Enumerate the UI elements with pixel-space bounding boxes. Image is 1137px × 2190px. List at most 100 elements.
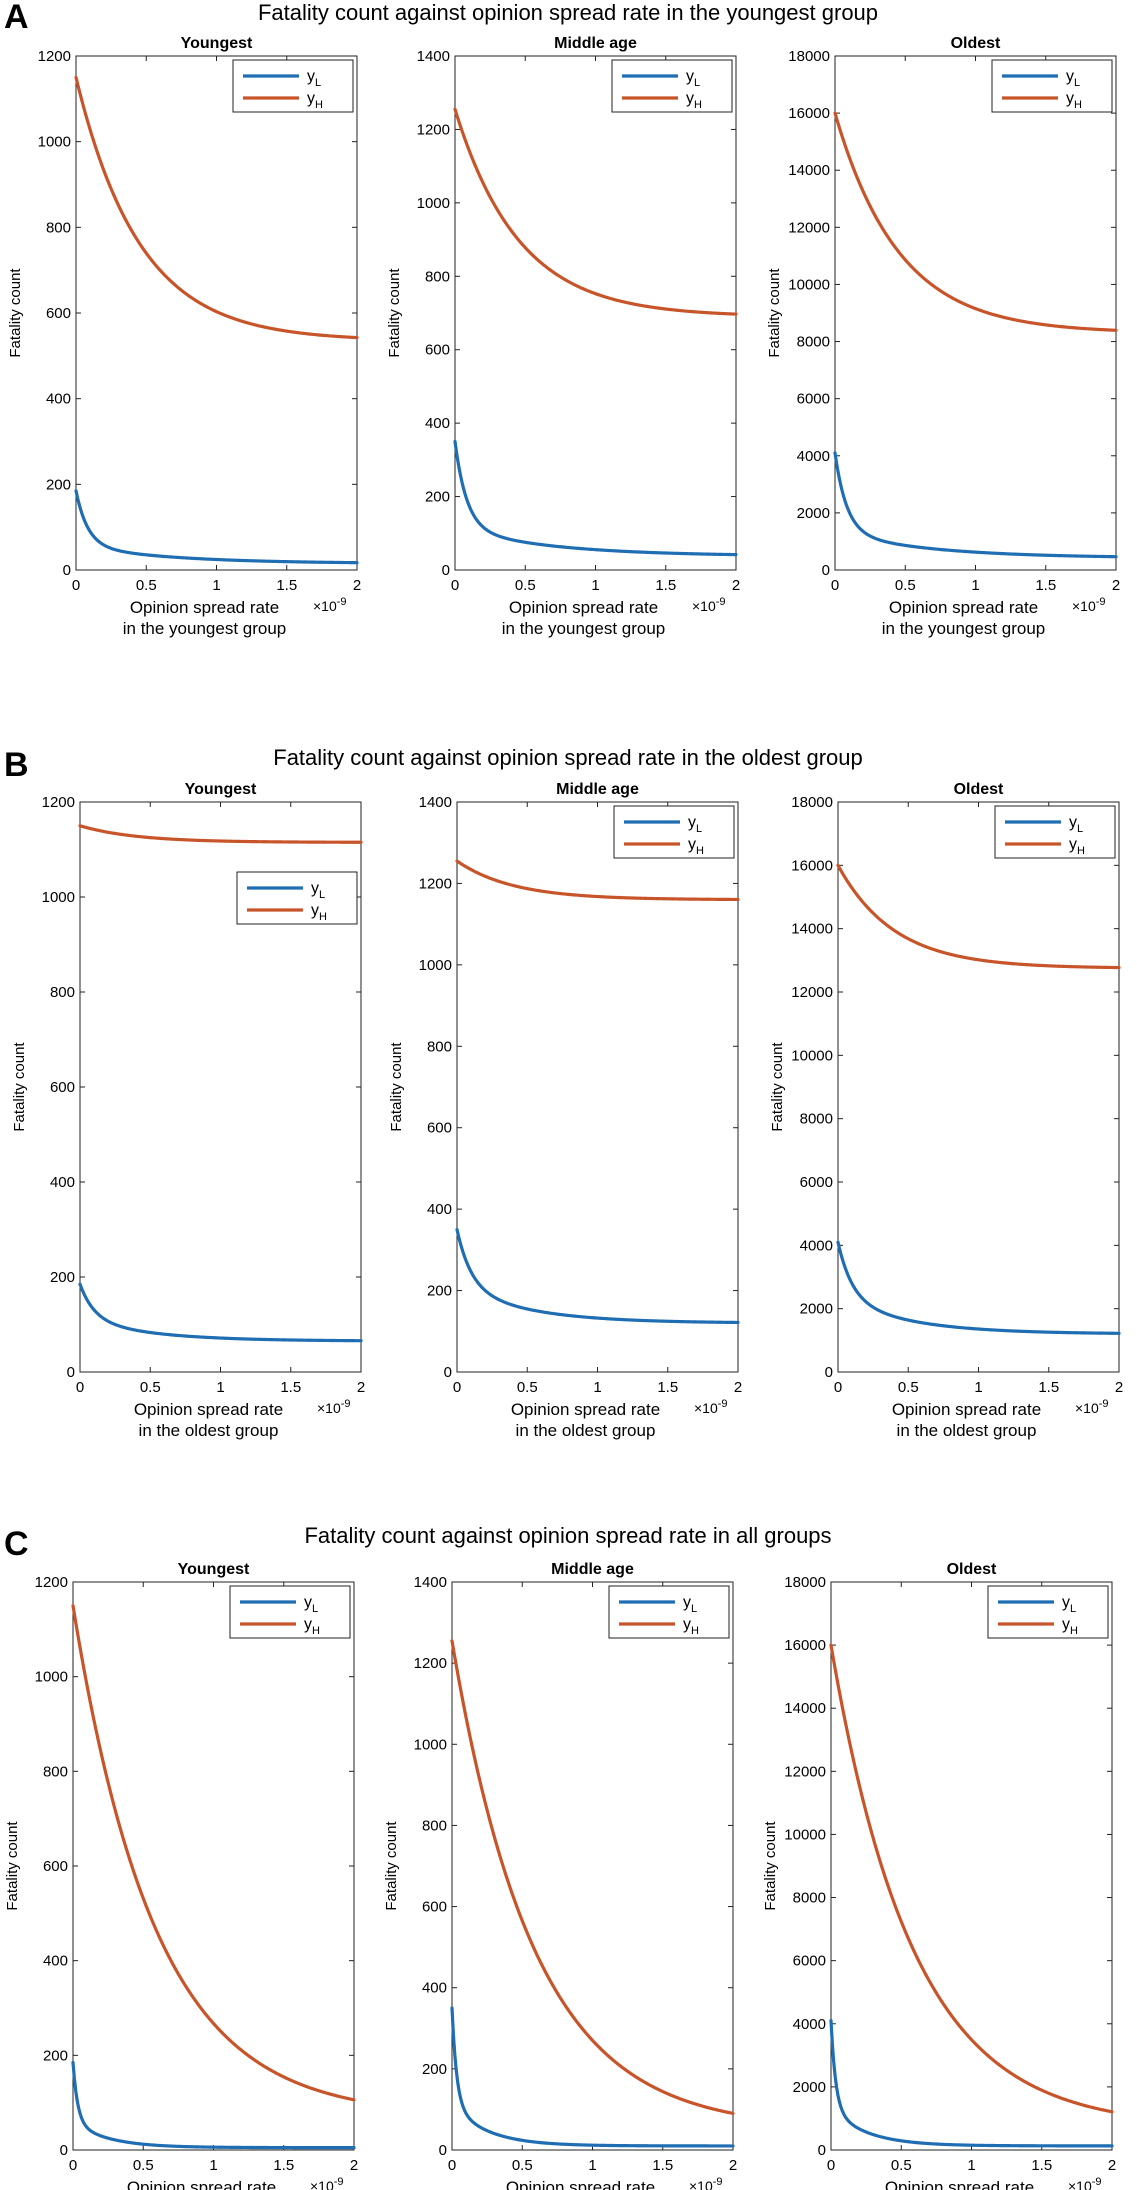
- x-tick-label: 0.5: [512, 2157, 533, 2174]
- plot-frame: [830, 1581, 1113, 2151]
- legend-label-main: y: [307, 68, 315, 85]
- legend-label-main: y: [304, 1594, 312, 1611]
- legend-label-main: y: [1069, 814, 1077, 831]
- chart-b-1: Youngest 0 200 400 600 800 1000 1200 0 0.5 1 1.5 2 ×1…: [11, 781, 365, 1440]
- x-tick-label: 1.5: [657, 1379, 678, 1396]
- series-line-yL: [453, 439, 738, 557]
- x-tick-label: 2: [353, 577, 361, 594]
- y-tick-label: 600: [425, 342, 450, 359]
- x-exponent-base: ×10: [1075, 1400, 1099, 1416]
- x-tick-label: 0.5: [895, 577, 916, 594]
- legend-label-subscript: L: [312, 1603, 318, 1615]
- chart-title: Middle age: [551, 1561, 634, 1578]
- legend-label-yL: yL: [683, 1594, 697, 1615]
- y-axis-label: Fatality count: [386, 268, 403, 358]
- x-exponent-power: -9: [337, 596, 347, 608]
- y-axis-label: Fatality count: [4, 1821, 21, 1911]
- x-exponent-base: ×10: [1068, 2178, 1092, 2190]
- series-line-yH: [78, 824, 363, 844]
- x-axis-label-line1: Opinion spread rate: [511, 1400, 660, 1419]
- legend-box: [236, 871, 358, 925]
- y-tick-label: 0: [818, 2142, 826, 2159]
- x-axis-label-line1: Opinion spread rate: [134, 1400, 283, 1419]
- legend-label-subscript: H: [1077, 845, 1085, 857]
- y-tick-label: 8000: [800, 1111, 833, 1128]
- x-exponent-power: -9: [1092, 2176, 1102, 2188]
- legend-label-yH: yH: [683, 1616, 699, 1637]
- y-tick-label: 10000: [791, 1047, 833, 1064]
- x-tick-label: 1.5: [280, 1379, 301, 1396]
- legend-label-yH: yH: [1066, 90, 1082, 111]
- x-exponent: ×10-9: [689, 2176, 723, 2190]
- legend-label-main: y: [1062, 1594, 1070, 1611]
- y-tick-label: 600: [422, 1899, 447, 1916]
- legend-label-subscript: L: [696, 823, 702, 835]
- series-line-yL: [450, 2006, 735, 2148]
- legend-label-subscript: L: [691, 1603, 697, 1615]
- x-tick-label: 2: [732, 577, 740, 594]
- series-line-yH: [74, 75, 359, 340]
- x-tick-label: 0.5: [517, 1379, 538, 1396]
- y-tick-label: 1400: [417, 48, 450, 65]
- y-tick-label: 0: [825, 1364, 833, 1381]
- legend-label-yH: yH: [1062, 1616, 1078, 1637]
- legend-box: [991, 59, 1113, 113]
- y-tick-label: 1000: [417, 195, 450, 212]
- y-tick-label: 200: [46, 476, 71, 493]
- chart-title: Middle age: [556, 781, 639, 798]
- x-tick-label: 0.5: [136, 577, 157, 594]
- y-tick-label: 0: [60, 2142, 68, 2159]
- y-tick-label: 400: [422, 1980, 447, 1997]
- y-axis-label: Fatality count: [383, 1821, 400, 1911]
- y-tick-label: 800: [43, 1763, 68, 1780]
- x-exponent-base: ×10: [694, 1400, 718, 1416]
- legend-label-yL: yL: [311, 880, 325, 901]
- legend-label-subscript: H: [315, 99, 323, 111]
- chart-title: Middle age: [554, 35, 637, 52]
- chart-a-3: Oldest 0 2000 4000 6000 8000 10000 12000 14000 16…: [766, 35, 1120, 638]
- series-line-yH: [455, 859, 740, 902]
- x-tick-label: 2: [357, 1379, 365, 1396]
- legend-label-yL: yL: [688, 814, 702, 835]
- y-tick-label: 400: [46, 391, 71, 408]
- x-tick-label: 1.5: [1035, 577, 1056, 594]
- x-exponent-power: -9: [1099, 1398, 1109, 1410]
- y-tick-label: 600: [43, 1858, 68, 1875]
- y-tick-label: 800: [425, 268, 450, 285]
- panel-b-letter: B: [4, 746, 29, 784]
- y-tick-label: 1200: [42, 794, 75, 811]
- y-tick-label: 1200: [417, 121, 450, 138]
- x-axis-label-line2: in the youngest group: [882, 619, 1046, 638]
- y-axis-label: Fatality count: [766, 268, 783, 358]
- legend-label-main: y: [683, 1616, 691, 1633]
- y-tick-label: 800: [422, 1817, 447, 1834]
- y-tick-label: 0: [67, 1364, 75, 1381]
- legend-label-yH: yH: [307, 90, 323, 111]
- legend-label-yL: yL: [304, 1594, 318, 1615]
- legend-label-yL: yL: [1066, 68, 1080, 89]
- series-line-yL: [833, 451, 1118, 559]
- y-axis-label: Fatality count: [388, 1042, 405, 1132]
- x-tick-label: 2: [729, 2157, 737, 2174]
- x-exponent: ×10-9: [1072, 596, 1106, 614]
- legend-label-main: y: [307, 90, 315, 107]
- legend-label-main: y: [304, 1616, 312, 1633]
- x-axis-label-line1: Opinion spread rate: [506, 2178, 655, 2190]
- x-tick-label: 1: [591, 577, 599, 594]
- x-tick-label: 0: [69, 2157, 77, 2174]
- chart-c-2: Middle age 0 200 400 600 800 1000 1200 1400 0 0.5 1…: [383, 1561, 737, 2190]
- x-exponent: ×10-9: [310, 2176, 344, 2190]
- x-tick-label: 0.5: [898, 1379, 919, 1396]
- y-tick-label: 2000: [797, 505, 830, 522]
- y-tick-label: 8000: [797, 334, 830, 351]
- x-axis-label-line1: Opinion spread rate: [130, 598, 279, 617]
- plot-frame: [834, 55, 1117, 571]
- y-tick-label: 14000: [784, 1700, 826, 1717]
- y-axis-label: Fatality count: [762, 1821, 779, 1911]
- x-exponent-power: -9: [716, 596, 726, 608]
- y-tick-label: 0: [822, 562, 830, 579]
- x-exponent: ×10-9: [1068, 2176, 1102, 2190]
- x-tick-label: 2: [1112, 577, 1120, 594]
